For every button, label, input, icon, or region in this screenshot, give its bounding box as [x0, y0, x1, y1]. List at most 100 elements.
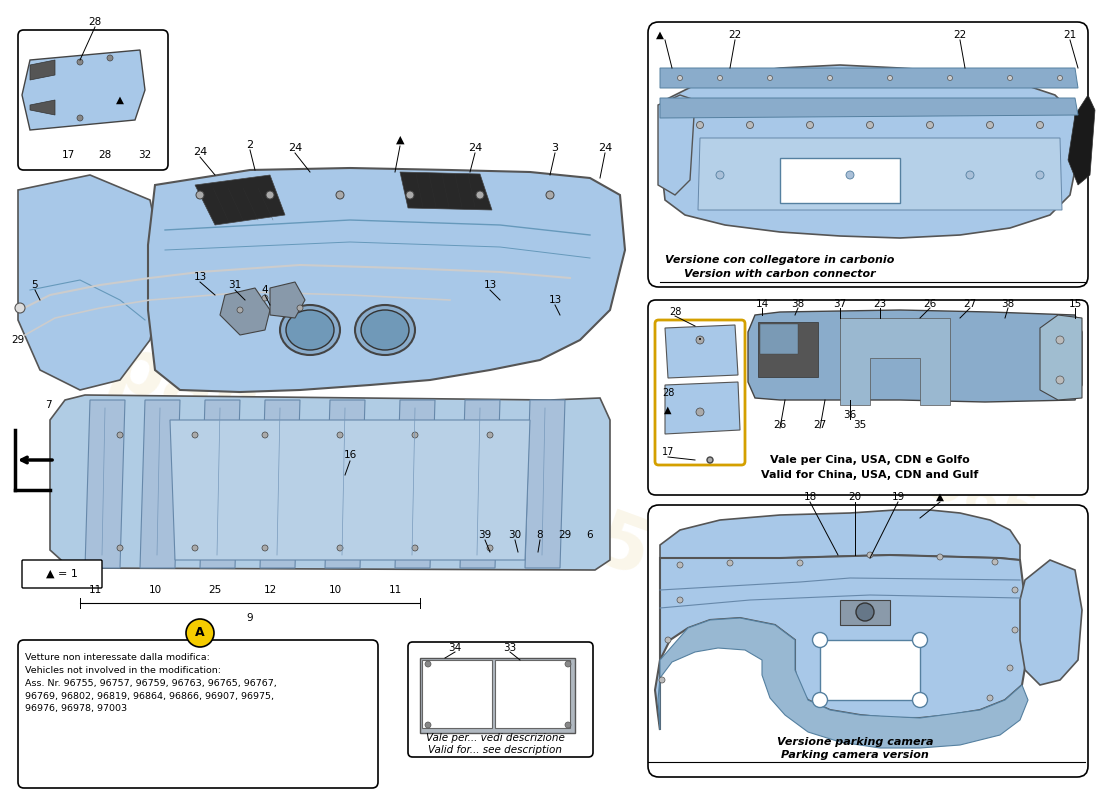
Circle shape — [186, 619, 214, 647]
Text: 25: 25 — [208, 585, 221, 595]
Polygon shape — [666, 382, 740, 434]
Bar — [780, 158, 900, 203]
Text: 10: 10 — [329, 585, 342, 595]
Circle shape — [1006, 665, 1013, 671]
Text: 19: 19 — [891, 492, 904, 502]
Text: 11: 11 — [88, 585, 101, 595]
Circle shape — [1012, 587, 1018, 593]
Circle shape — [15, 303, 25, 313]
Circle shape — [947, 75, 953, 81]
FancyBboxPatch shape — [18, 30, 168, 170]
Text: 39: 39 — [478, 530, 492, 540]
Text: ▲: ▲ — [664, 405, 672, 415]
Text: 31: 31 — [229, 280, 242, 290]
Polygon shape — [220, 288, 270, 335]
FancyBboxPatch shape — [648, 300, 1088, 495]
Ellipse shape — [856, 603, 875, 621]
Circle shape — [666, 637, 671, 643]
Text: 4: 4 — [262, 285, 268, 295]
Text: 37: 37 — [834, 299, 847, 309]
Polygon shape — [658, 95, 695, 195]
Text: Valid for... see description: Valid for... see description — [428, 745, 562, 755]
Text: 28: 28 — [98, 150, 111, 160]
Text: 27: 27 — [813, 420, 826, 430]
Text: 27: 27 — [964, 299, 977, 309]
Text: 18: 18 — [803, 492, 816, 502]
Polygon shape — [660, 68, 1078, 88]
Text: Parking camera version: Parking camera version — [781, 750, 928, 760]
Ellipse shape — [286, 310, 334, 350]
Text: ▲: ▲ — [116, 95, 124, 105]
Polygon shape — [395, 400, 434, 568]
Circle shape — [412, 432, 418, 438]
Text: 26: 26 — [923, 299, 936, 309]
Circle shape — [1008, 75, 1012, 81]
Circle shape — [806, 122, 814, 129]
Text: 38: 38 — [1001, 299, 1014, 309]
Text: 8: 8 — [537, 530, 543, 540]
Circle shape — [1056, 336, 1064, 344]
Circle shape — [987, 122, 993, 129]
Polygon shape — [195, 175, 285, 225]
Text: 23: 23 — [873, 299, 887, 309]
Circle shape — [1036, 171, 1044, 179]
Text: Valid for China, USA, CDN and Gulf: Valid for China, USA, CDN and Gulf — [761, 470, 979, 480]
Circle shape — [678, 75, 682, 81]
Text: 24: 24 — [288, 143, 302, 153]
Polygon shape — [1020, 560, 1082, 685]
Circle shape — [412, 545, 418, 551]
Circle shape — [696, 336, 704, 344]
Circle shape — [476, 191, 484, 199]
Bar — [495, 660, 570, 728]
Text: 14: 14 — [756, 299, 769, 309]
Text: passion 1985: passion 1985 — [100, 328, 660, 592]
Text: Vale per Cina, USA, CDN e Golfo: Vale per Cina, USA, CDN e Golfo — [770, 455, 970, 465]
Text: 26: 26 — [773, 420, 786, 430]
Text: ▲ = 1: ▲ = 1 — [46, 569, 78, 579]
Circle shape — [937, 554, 943, 560]
Polygon shape — [460, 400, 500, 568]
Text: 12: 12 — [263, 585, 276, 595]
Circle shape — [337, 432, 343, 438]
FancyBboxPatch shape — [22, 560, 102, 588]
Polygon shape — [748, 310, 1082, 402]
Polygon shape — [270, 282, 305, 318]
Text: 32: 32 — [139, 150, 152, 160]
Text: Version with carbon connector: Version with carbon connector — [684, 269, 876, 279]
Bar — [760, 324, 798, 354]
Circle shape — [987, 695, 993, 701]
Text: 5: 5 — [32, 280, 39, 290]
Ellipse shape — [813, 693, 827, 707]
Polygon shape — [30, 100, 55, 115]
Polygon shape — [170, 420, 530, 560]
Text: 15: 15 — [1068, 299, 1081, 309]
Circle shape — [565, 661, 571, 667]
Text: 35: 35 — [854, 420, 867, 430]
Circle shape — [747, 122, 754, 129]
Circle shape — [297, 305, 302, 311]
Circle shape — [406, 191, 414, 199]
Polygon shape — [666, 325, 738, 378]
Text: 6: 6 — [586, 530, 593, 540]
Polygon shape — [660, 510, 1020, 560]
Circle shape — [107, 55, 113, 61]
Text: 24: 24 — [468, 143, 482, 153]
Circle shape — [262, 295, 268, 301]
Ellipse shape — [913, 693, 927, 707]
Text: 38: 38 — [791, 299, 804, 309]
Circle shape — [425, 722, 431, 728]
Text: •: • — [698, 337, 702, 343]
Polygon shape — [1068, 95, 1094, 185]
Text: 29: 29 — [11, 335, 24, 345]
Circle shape — [425, 661, 431, 667]
Polygon shape — [658, 618, 1028, 748]
Polygon shape — [324, 400, 365, 568]
Text: Vale per... vedi descrizione: Vale per... vedi descrizione — [426, 733, 564, 743]
Polygon shape — [400, 172, 492, 210]
Text: 3: 3 — [551, 143, 559, 153]
Text: ▲: ▲ — [936, 492, 944, 502]
Bar — [758, 322, 818, 377]
Circle shape — [827, 75, 833, 81]
FancyBboxPatch shape — [648, 505, 1088, 777]
Polygon shape — [654, 555, 1028, 730]
